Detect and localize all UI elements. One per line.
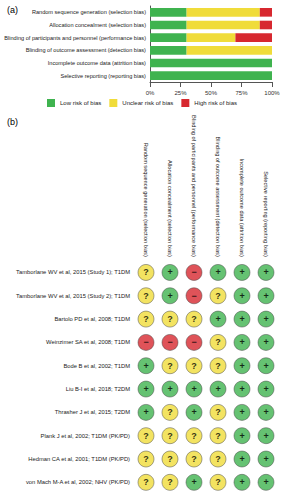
- svg-text:Bartolo PD et al, 2008; T1DM: Bartolo PD et al, 2008; T1DM: [54, 316, 130, 322]
- svg-text:+: +: [239, 454, 244, 464]
- svg-text:−: −: [191, 291, 196, 301]
- svg-text:Plank J et al, 2002; T1DM (PK/: Plank J et al, 2002; T1DM (PK/PD): [41, 433, 131, 439]
- svg-text:+: +: [239, 384, 244, 394]
- svg-text:+: +: [215, 384, 220, 394]
- svg-text:+: +: [263, 291, 268, 301]
- svg-text:?: ?: [191, 314, 197, 324]
- svg-text:Incomplete outcome data (attri: Incomplete outcome data (attrition bias): [48, 60, 146, 66]
- svg-text:Random sequence generation (se: Random sequence generation (selection bi…: [143, 143, 149, 257]
- svg-text:+: +: [263, 314, 268, 324]
- svg-text:+: +: [143, 361, 148, 371]
- svg-text:+: +: [263, 267, 268, 277]
- svg-text:?: ?: [215, 407, 221, 417]
- svg-text:?: ?: [143, 267, 149, 277]
- svg-text:75%: 75%: [235, 90, 248, 96]
- svg-text:?: ?: [167, 314, 173, 324]
- svg-text:Allocation concealment (select: Allocation concealment (selection bias): [49, 22, 146, 28]
- svg-text:High risk of bias: High risk of bias: [194, 100, 237, 106]
- svg-text:Hedman CA et al, 2001; T1DM (P: Hedman CA et al, 2001; T1DM (PK/PD): [28, 456, 130, 462]
- svg-text:?: ?: [143, 477, 149, 487]
- svg-text:+: +: [239, 267, 244, 277]
- svg-text:Selective reporting (reporting: Selective reporting (reporting bias): [263, 171, 269, 257]
- svg-text:+: +: [263, 337, 268, 347]
- svg-text:?: ?: [143, 431, 149, 441]
- svg-text:Thrasher J et al, 2015; T2DM: Thrasher J et al, 2015; T2DM: [55, 409, 130, 415]
- svg-text:0%: 0%: [146, 90, 155, 96]
- svg-text:?: ?: [215, 361, 221, 371]
- svg-text:Unclear risk of bias: Unclear risk of bias: [122, 100, 173, 106]
- svg-text:+: +: [239, 337, 244, 347]
- svg-text:Weinzimer SA et al, 2008; T1DM: Weinzimer SA et al, 2008; T1DM: [46, 339, 130, 345]
- svg-text:Blinding of participants and p: Blinding of participants and personnel (…: [4, 35, 146, 41]
- svg-text:+: +: [167, 267, 172, 277]
- svg-text:+: +: [239, 361, 244, 371]
- svg-text:−: −: [143, 337, 148, 347]
- svg-text:+: +: [167, 291, 172, 301]
- svg-text:+: +: [263, 431, 268, 441]
- svg-text:−: −: [167, 337, 172, 347]
- svg-text:?: ?: [191, 431, 197, 441]
- svg-text:+: +: [215, 267, 220, 277]
- svg-text:Tamborlane WV et al, 2015 (Stu: Tamborlane WV et al, 2015 (Study 1); T1D…: [16, 269, 130, 275]
- svg-text:+: +: [239, 407, 244, 417]
- svg-text:+: +: [239, 314, 244, 324]
- svg-text:+: +: [143, 384, 148, 394]
- svg-text:50%: 50%: [205, 90, 218, 96]
- svg-text:?: ?: [215, 454, 221, 464]
- svg-text:+: +: [263, 384, 268, 394]
- svg-text:Blinding of participants and p: Blinding of participants and personnel (…: [191, 115, 197, 257]
- svg-text:Selective reporting (reporting: Selective reporting (reporting bias): [60, 73, 146, 79]
- svg-text:?: ?: [215, 477, 221, 487]
- svg-text:Tamborlane WV et al, 2015 (Stu: Tamborlane WV et al, 2015 (Study 2); T1D…: [16, 293, 130, 299]
- svg-text:Blinding of outcome assessment: Blinding of outcome assessment (detectio…: [215, 136, 221, 256]
- svg-text:+: +: [263, 454, 268, 464]
- svg-text:?: ?: [191, 361, 197, 371]
- svg-text:?: ?: [167, 454, 173, 464]
- svg-text:+: +: [239, 291, 244, 301]
- svg-text:?: ?: [167, 431, 173, 441]
- svg-text:?: ?: [167, 361, 173, 371]
- svg-text:(a): (a): [7, 5, 18, 15]
- svg-text:Allocation concealment (select: Allocation concealment (selection bias): [167, 160, 173, 257]
- svg-text:+: +: [263, 407, 268, 417]
- svg-text:−: −: [191, 337, 196, 347]
- svg-text:?: ?: [215, 431, 221, 441]
- svg-text:?: ?: [143, 454, 149, 464]
- svg-text:?: ?: [143, 314, 149, 324]
- svg-text:Liu B-I et al, 2018; T2DM: Liu B-I et al, 2018; T2DM: [66, 386, 131, 392]
- svg-text:+: +: [239, 477, 244, 487]
- svg-text:?: ?: [167, 477, 173, 487]
- svg-text:?: ?: [167, 407, 173, 417]
- svg-text:+: +: [215, 314, 220, 324]
- svg-text:+: +: [263, 477, 268, 487]
- svg-text:+: +: [143, 407, 148, 417]
- svg-text:Low risk of bias: Low risk of bias: [60, 100, 101, 106]
- svg-text:+: +: [239, 431, 244, 441]
- svg-text:100%: 100%: [264, 90, 280, 96]
- svg-text:+: +: [191, 477, 196, 487]
- svg-text:von Mach M-A et al, 2002; NHV: von Mach M-A et al, 2002; NHV (PK/PD): [26, 479, 130, 485]
- svg-text:+: +: [191, 407, 196, 417]
- svg-text:+: +: [191, 384, 196, 394]
- svg-text:Incomplete outcome data (attri: Incomplete outcome data (attrition bias): [239, 159, 245, 257]
- svg-text:25%: 25%: [174, 90, 187, 96]
- svg-text:+: +: [167, 384, 172, 394]
- svg-text:+: +: [263, 361, 268, 371]
- svg-text:(b): (b): [7, 117, 18, 127]
- svg-text:−: −: [191, 267, 196, 277]
- svg-text:?: ?: [215, 337, 221, 347]
- svg-text:?: ?: [215, 291, 221, 301]
- svg-text:Bode B et al, 2002; T1DM: Bode B et al, 2002; T1DM: [63, 363, 130, 369]
- svg-text:?: ?: [143, 291, 149, 301]
- svg-text:?: ?: [191, 454, 197, 464]
- svg-text:Random sequence generation (se: Random sequence generation (selection bi…: [32, 9, 146, 15]
- svg-text:Blinding of outcome assessment: Blinding of outcome assessment (detectio…: [26, 47, 146, 53]
